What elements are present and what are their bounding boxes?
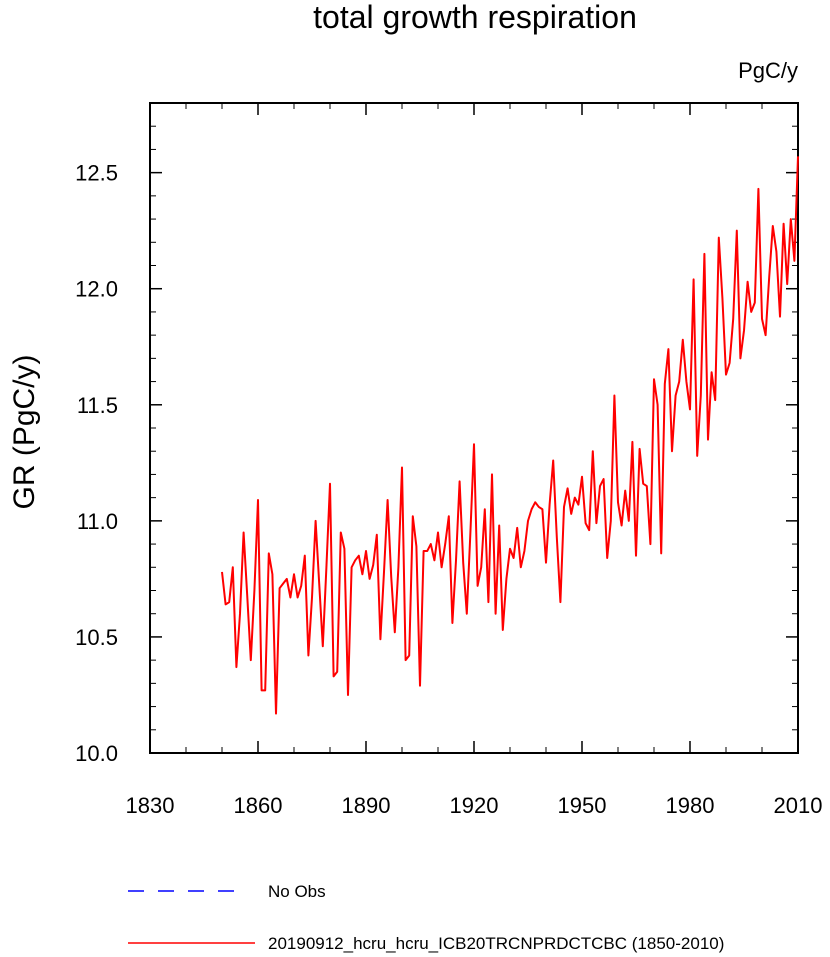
units-label: PgC/y [738, 58, 798, 83]
x-tick-label: 1920 [450, 793, 499, 818]
tick-labels: 1830 1860 1890 1920 1950 1980 2010 10.0 10.5 11.0… [75, 161, 822, 818]
y-axis-label: GR (PgC/y) [8, 354, 41, 509]
plot-frame [149, 102, 799, 754]
x-tick-label: 1950 [558, 793, 607, 818]
series-line [221, 156, 799, 715]
x-tick-label: 2010 [774, 793, 823, 818]
y-tick-label: 11.5 [77, 393, 118, 418]
chart-title: total growth respiration [313, 0, 637, 35]
y-tick-label: 12.5 [75, 161, 118, 186]
legend: No Obs 20190912_hcru_hcru_ICB20TRCNPRDCT… [128, 882, 724, 953]
x-tick-label: 1860 [234, 793, 283, 818]
x-tick-label: 1830 [126, 793, 175, 818]
legend-label-model: 20190912_hcru_hcru_ICB20TRCNPRDCTCBC (18… [268, 934, 724, 953]
legend-label-no-obs: No Obs [268, 882, 326, 901]
y-tick-label: 10.0 [75, 741, 118, 766]
axis-ticks [149, 103, 799, 754]
x-tick-label: 1890 [342, 793, 391, 818]
y-tick-label: 12.0 [75, 277, 118, 302]
y-tick-label: 11.0 [77, 509, 118, 534]
series-lines [221, 156, 799, 715]
x-tick-label: 1980 [666, 793, 715, 818]
y-tick-label: 10.5 [75, 625, 118, 650]
